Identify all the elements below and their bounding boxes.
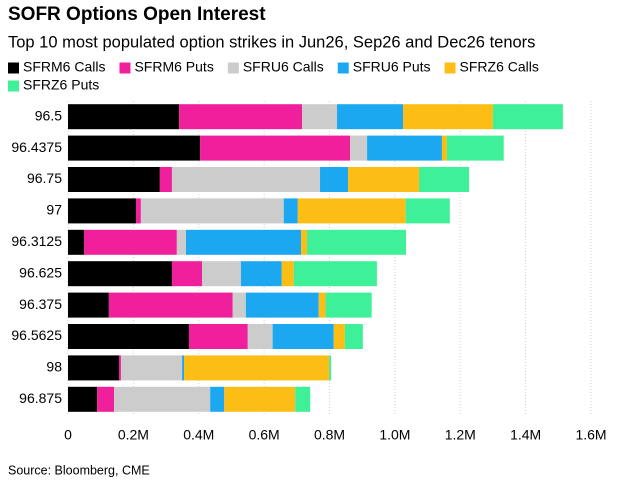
legend-label: SFRZ6 Puts [23, 77, 99, 93]
bar-segment [186, 229, 302, 255]
y-tick-label: 96.3125 [11, 233, 62, 249]
bar-segment [337, 104, 404, 130]
x-tick-label: 0 [64, 427, 72, 443]
bar-segment [182, 355, 185, 381]
bar-segment [114, 386, 211, 412]
bar-segment [179, 104, 303, 130]
legend-label: SFRU6 Calls [243, 59, 324, 75]
chart-title: SOFR Options Open Interest [8, 4, 266, 25]
bar-segment [68, 198, 136, 224]
legend-label: SFRZ6 Calls [460, 59, 539, 75]
bar-segment [224, 386, 296, 412]
legend-label: SFRU6 Puts [353, 59, 431, 75]
bar-segment [68, 386, 98, 412]
bar-segment [306, 229, 406, 255]
source: Source: Bloomberg, CME [8, 463, 150, 477]
x-tick-label: 1.6M [575, 427, 606, 443]
bar-segment [184, 355, 330, 381]
bar-segment [97, 386, 115, 412]
legend-swatch [119, 62, 131, 74]
bar-segment [159, 167, 172, 192]
x-tick-label: 0.6M [249, 427, 280, 443]
legend-swatch [337, 62, 349, 74]
x-tick-label: 1.2M [445, 427, 476, 443]
bar-segment [301, 229, 307, 255]
x-tick-label: 0.8M [314, 427, 345, 443]
bar-segment [176, 229, 187, 255]
bar-segment [302, 104, 338, 130]
bar-segment [405, 198, 450, 224]
bar-segment [68, 261, 172, 287]
bar-segment [329, 355, 332, 381]
bar-segment [118, 355, 121, 381]
bar-segment [295, 386, 311, 412]
bar-segment [68, 324, 189, 349]
legend-label: SFRM6 Puts [134, 59, 213, 75]
chart-subtitle: Top 10 most populated option strikes in … [8, 33, 535, 51]
bar-segment [333, 324, 345, 349]
y-tick-label: 96.5625 [11, 327, 62, 343]
bar-segment [348, 167, 420, 192]
bar-segment [320, 167, 349, 192]
x-tick-label: 0.2M [118, 427, 149, 443]
bar-segment [171, 167, 321, 192]
bar-segment [492, 104, 563, 130]
bar-segment [318, 292, 326, 318]
bar-segment [68, 355, 119, 381]
x-tick-label: 1.4M [510, 427, 541, 443]
bar-segment [272, 324, 334, 349]
bar-segment [68, 292, 109, 318]
bar-segment [232, 292, 246, 318]
x-tick-label: 1.0M [379, 427, 410, 443]
y-tick-label: 98 [46, 359, 62, 375]
bar-segment [188, 324, 248, 349]
bar-segment [247, 324, 273, 349]
legend-swatch [8, 80, 19, 92]
x-tick-label: 0.4M [183, 427, 214, 443]
bar-segment [171, 261, 203, 287]
legend-label: SFRM6 Calls [23, 59, 105, 75]
bar-segment [68, 229, 85, 255]
legend-swatch [444, 62, 456, 74]
bar-segment [419, 167, 470, 192]
legend-swatch [8, 62, 19, 74]
bar-segment [403, 104, 493, 130]
bar-segment [446, 135, 504, 161]
bar-segment [135, 198, 141, 224]
bar-segment [202, 261, 241, 287]
bar-segment [84, 229, 177, 255]
y-tick-label: 96.5 [35, 107, 62, 123]
bar-segment [240, 261, 282, 287]
bar-segment [441, 135, 447, 161]
bar-segment [297, 198, 406, 224]
bar-segment [120, 355, 183, 381]
bar-segment [293, 261, 377, 287]
bar-segment [281, 261, 294, 287]
bar-segment [140, 198, 284, 224]
bar-segment [350, 135, 368, 161]
bar-segment [367, 135, 442, 161]
y-tick-label: 96.375 [19, 296, 62, 312]
y-tick-label: 96.4375 [11, 139, 62, 155]
y-tick-label: 96.75 [27, 170, 62, 186]
bar-segment [108, 292, 233, 318]
bar-segment [200, 135, 351, 161]
bar-segment [68, 135, 201, 161]
bar-segment [68, 167, 160, 192]
y-tick-label: 96.875 [19, 390, 62, 406]
bar-segment [245, 292, 319, 318]
y-tick-label: 96.625 [19, 264, 62, 280]
bar-segment [325, 292, 372, 318]
legend-swatch [227, 62, 239, 74]
bar-segment [210, 386, 225, 412]
bar-segment [283, 198, 298, 224]
bar-segment [344, 324, 363, 349]
y-tick-label: 97 [46, 202, 62, 218]
bar-segment [68, 104, 180, 130]
